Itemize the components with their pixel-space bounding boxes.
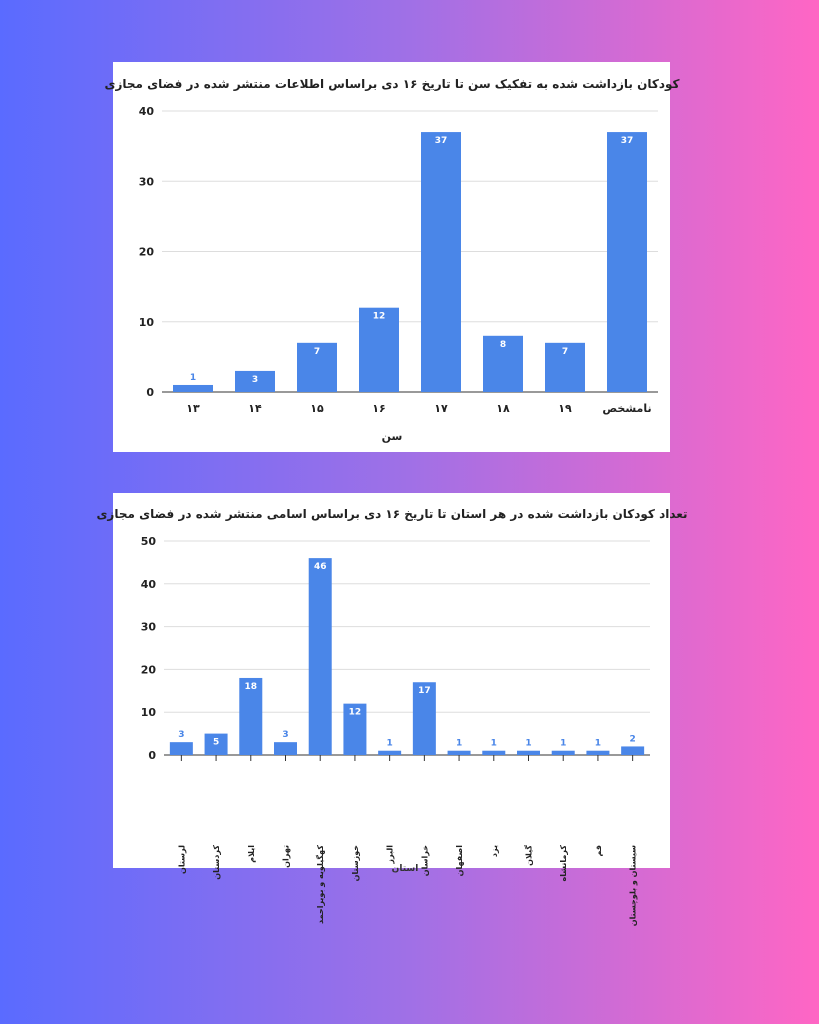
data-label: 1 (456, 739, 462, 749)
bar (274, 742, 297, 755)
bar (343, 703, 367, 755)
x-tick-label: کردستان (212, 845, 221, 880)
data-label: 7 (562, 347, 568, 357)
x-tick-label: ۱۹ (558, 402, 572, 415)
y-tick-label: 40 (139, 105, 155, 118)
x-tick-label: نامشخص (602, 402, 651, 415)
bar (169, 742, 193, 755)
y-tick-label: 0 (148, 749, 156, 762)
bar (586, 750, 610, 755)
bar (235, 370, 275, 392)
data-label: 1 (387, 739, 393, 749)
x-tick-label: ۱۶ (372, 402, 385, 415)
chart-title-province: تعداد کودکان بازداشت شده در هر استان تا … (96, 507, 687, 522)
y-tick-label: 30 (141, 621, 157, 634)
data-label: 18 (245, 682, 258, 692)
chart-title-age: کودکان بازداشت شده به تفکیک سن تا تاریخ … (104, 77, 679, 92)
data-label: 3 (282, 730, 288, 740)
data-label: 17 (418, 686, 431, 696)
data-label: 3 (252, 375, 258, 385)
bar (482, 750, 506, 755)
y-tick-label: 10 (139, 316, 155, 329)
x-tick-label: گیلان (524, 845, 534, 866)
x-tick-label: کهگیلویه و بویراحمد (315, 845, 325, 924)
x-tick-label: قم (594, 845, 603, 857)
data-label: 1 (560, 739, 566, 749)
data-label: 7 (314, 347, 320, 357)
x-tick-label: سیستان و بلوچستان (629, 845, 638, 926)
data-label: 12 (373, 312, 386, 322)
y-tick-label: 20 (141, 663, 157, 676)
bar (378, 750, 402, 755)
bar (173, 384, 213, 392)
x-tick-label: اصفهان (455, 845, 464, 877)
data-label: 1 (491, 739, 497, 749)
bar (359, 307, 399, 392)
bar (621, 746, 645, 755)
data-label: 5 (213, 738, 219, 748)
x-tick-label: ۱۷ (434, 402, 448, 415)
data-label: 12 (349, 708, 362, 718)
x-axis-label-age: سن (382, 430, 403, 443)
x-tick-label: ۱۵ (310, 402, 324, 415)
data-label: 2 (630, 734, 636, 744)
x-tick-label: ۱۸ (496, 402, 510, 415)
x-tick-label: ۱۴ (248, 402, 262, 415)
y-tick-label: 10 (141, 706, 157, 719)
chart-card-age (113, 62, 670, 452)
y-tick-label: 0 (146, 386, 154, 399)
y-tick-label: 40 (141, 578, 157, 591)
x-tick-label: یزد (490, 845, 499, 857)
x-tick-label: خوزستان (351, 845, 360, 882)
x-tick-label: ایلام (247, 845, 256, 863)
x-tick-label: لرستان (177, 845, 186, 874)
x-tick-label: تهران (282, 845, 291, 868)
x-tick-label: ۱۳ (186, 402, 200, 415)
data-label: 37 (621, 136, 634, 146)
bar (545, 342, 585, 392)
y-tick-label: 20 (139, 246, 155, 259)
data-label: 1 (190, 373, 196, 383)
data-label: 46 (314, 562, 327, 572)
bar (297, 342, 337, 392)
bar (412, 682, 436, 755)
x-axis-label-province: استان (392, 864, 419, 874)
bar (421, 132, 461, 392)
y-tick-label: 50 (141, 535, 157, 548)
bar (204, 733, 228, 755)
x-tick-label: کرمانشاه (559, 845, 568, 882)
y-tick-label: 30 (139, 175, 155, 188)
data-label: 8 (500, 340, 506, 350)
data-label: 1 (525, 739, 531, 749)
bar (239, 677, 263, 755)
x-tick-label: خراسان (420, 845, 429, 876)
data-label: 1 (595, 739, 601, 749)
bar (447, 750, 471, 755)
bar (517, 750, 540, 755)
chart-card-province (113, 493, 670, 868)
bar (551, 750, 575, 755)
bar (483, 335, 523, 392)
bar (308, 558, 332, 755)
data-label: 3 (178, 730, 184, 740)
bar (607, 132, 647, 392)
data-label: 37 (435, 136, 448, 146)
x-tick-label: البرز (386, 845, 395, 865)
